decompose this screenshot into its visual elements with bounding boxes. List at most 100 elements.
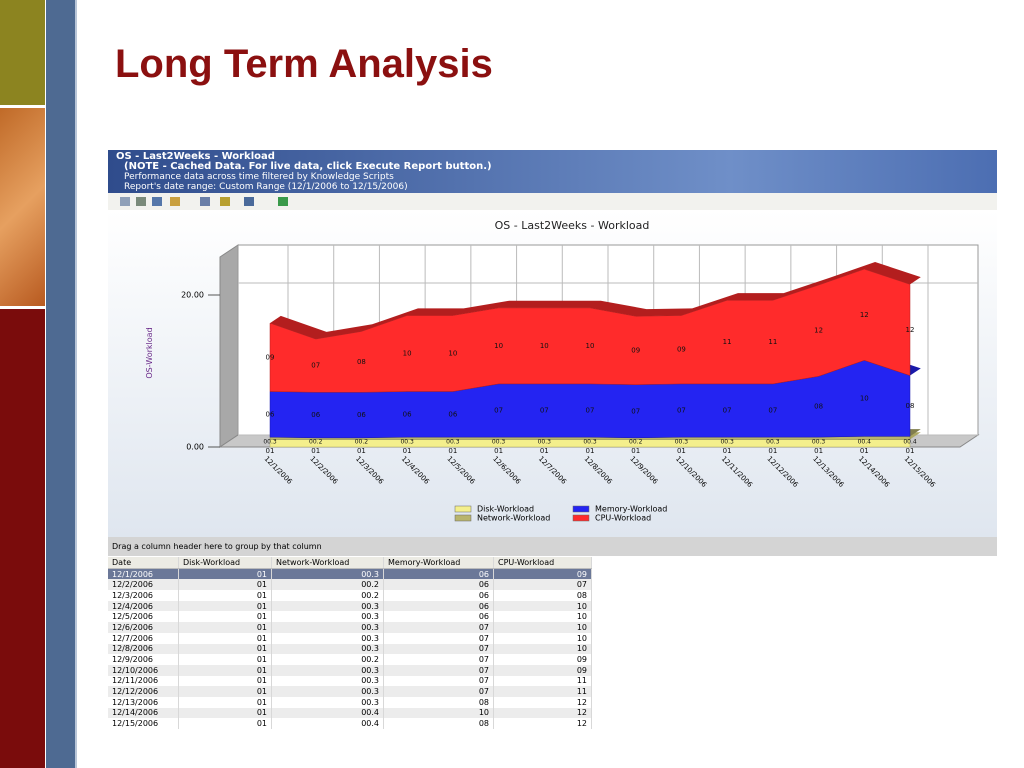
column-header[interactable]: Network-Workload	[271, 557, 384, 569]
value-cell: 07	[383, 654, 494, 665]
chart: OS - Last2Weeks - Workload OS-Workload 0…	[108, 210, 997, 537]
area	[269, 268, 911, 393]
table-row[interactable]: 12/11/2006 01 00.3 07 11	[108, 675, 592, 687]
value-label: 07	[723, 407, 732, 415]
value-label: 00.3	[720, 439, 734, 446]
value-label: 01	[768, 447, 777, 455]
value-cell: 09	[493, 568, 592, 580]
table-row[interactable]: 12/5/2006 01 00.3 06 10	[108, 611, 592, 623]
value-cell: 00.3	[271, 686, 384, 697]
tool-icon[interactable]	[220, 197, 230, 206]
tool-icon[interactable]	[278, 197, 288, 206]
deco-bar	[0, 0, 45, 105]
value-label: 00.4	[858, 439, 872, 446]
tool-icon[interactable]	[136, 197, 146, 206]
value-cell: 01	[178, 675, 272, 687]
table-row[interactable]: 12/12/2006 01 00.3 07 11	[108, 686, 592, 697]
deco-strip	[75, 0, 77, 768]
legend-label: Memory-Workload	[595, 505, 667, 514]
value-label: 00.2	[309, 439, 323, 446]
value-label: 12	[860, 311, 869, 319]
deco-bar	[0, 108, 45, 306]
deco-strip	[46, 0, 75, 768]
value-cell: 01	[178, 579, 272, 591]
table-row[interactable]: 12/13/2006 01 00.3 08 12	[108, 696, 592, 708]
y-tick-label: 20.00	[181, 291, 204, 300]
tool-icon[interactable]	[170, 197, 180, 206]
column-header[interactable]: Disk-Workload	[178, 557, 272, 569]
date-cell: 12/4/2006	[108, 600, 179, 612]
tool-icon[interactable]	[200, 197, 210, 206]
value-cell: 10	[493, 622, 592, 633]
value-label: 10	[448, 350, 457, 358]
value-label: 11	[723, 338, 732, 346]
tool-icon[interactable]	[244, 197, 254, 206]
value-label: 07	[311, 362, 320, 370]
toolbar-icons	[120, 197, 288, 206]
column-header[interactable]: Date	[108, 557, 179, 569]
value-label: 06	[266, 410, 275, 418]
table-row[interactable]: 12/15/2006 01 00.4 08 12	[108, 718, 592, 729]
value-label: 07	[586, 407, 595, 415]
value-cell: 00.3	[271, 675, 384, 687]
date-cell: 12/1/2006	[108, 568, 179, 580]
table-row[interactable]: 12/10/2006 01 00.3 07 09	[108, 664, 592, 676]
value-label: 10	[403, 350, 412, 358]
date-cell: 12/11/2006	[108, 675, 179, 687]
value-label: 01	[448, 447, 457, 455]
column-header[interactable]: CPU-Workload	[493, 557, 592, 569]
value-cell: 00.3	[271, 568, 384, 580]
report-title: OS - Last2Weeks - Workload	[116, 151, 275, 162]
table-row[interactable]: 12/1/2006 01 00.3 06 09	[108, 568, 592, 580]
y-tick-label: 0.00	[186, 443, 204, 452]
table-row[interactable]: 12/4/2006 01 00.3 06 10	[108, 600, 592, 612]
value-label: 01	[540, 447, 549, 455]
value-cell: 01	[178, 590, 272, 601]
value-label: 10	[860, 394, 869, 402]
value-cell: 07	[383, 664, 494, 676]
value-cell: 09	[493, 654, 592, 665]
tool-icon[interactable]	[152, 197, 162, 206]
column-header[interactable]: Memory-Workload	[383, 557, 494, 569]
table-row[interactable]: 12/9/2006 01 00.2 07 09	[108, 654, 592, 665]
value-cell: 01	[178, 611, 272, 623]
value-label: 00.4	[903, 439, 917, 446]
value-cell: 06	[383, 568, 494, 580]
value-cell: 01	[178, 568, 272, 580]
value-label: 10	[586, 342, 595, 350]
value-cell: 09	[493, 664, 592, 676]
date-cell: 12/6/2006	[108, 622, 179, 633]
value-cell: 01	[178, 643, 272, 655]
legend-label: Disk-Workload	[477, 505, 534, 514]
table-row[interactable]: 12/14/2006 01 00.4 10 12	[108, 707, 592, 719]
value-label: 08	[814, 403, 823, 411]
value-cell: 06	[383, 579, 494, 591]
legend-label: CPU-Workload	[595, 514, 651, 523]
value-cell: 01	[178, 696, 272, 708]
table-row[interactable]: 12/2/2006 01 00.2 06 07	[108, 579, 592, 591]
value-label: 10	[540, 342, 549, 350]
value-label: 00.3	[812, 439, 826, 446]
table-row[interactable]: 12/7/2006 01 00.3 07 10	[108, 632, 592, 644]
legend-swatch	[454, 505, 472, 513]
value-cell: 07	[383, 686, 494, 697]
date-cell: 12/12/2006	[108, 686, 179, 697]
value-cell: 00.3	[271, 600, 384, 612]
date-cell: 12/5/2006	[108, 611, 179, 623]
value-label: 00.3	[766, 439, 780, 446]
chart-title: OS - Last2Weeks - Workload	[495, 219, 650, 232]
value-label: 01	[723, 447, 732, 455]
value-label: 01	[814, 447, 823, 455]
value-label: 01	[631, 447, 640, 455]
date-cell: 12/3/2006	[108, 590, 179, 601]
value-cell: 08	[383, 718, 494, 729]
table-row[interactable]: 12/6/2006 01 00.3 07 10	[108, 622, 592, 633]
value-label: 00.2	[355, 439, 369, 446]
side-wall	[219, 244, 239, 448]
table-row[interactable]: 12/3/2006 01 00.2 06 08	[108, 590, 592, 601]
tool-icon[interactable]	[120, 197, 130, 206]
value-cell: 00.2	[271, 590, 384, 601]
table-row[interactable]: 12/8/2006 01 00.3 07 10	[108, 643, 592, 655]
value-cell: 00.4	[271, 718, 384, 729]
